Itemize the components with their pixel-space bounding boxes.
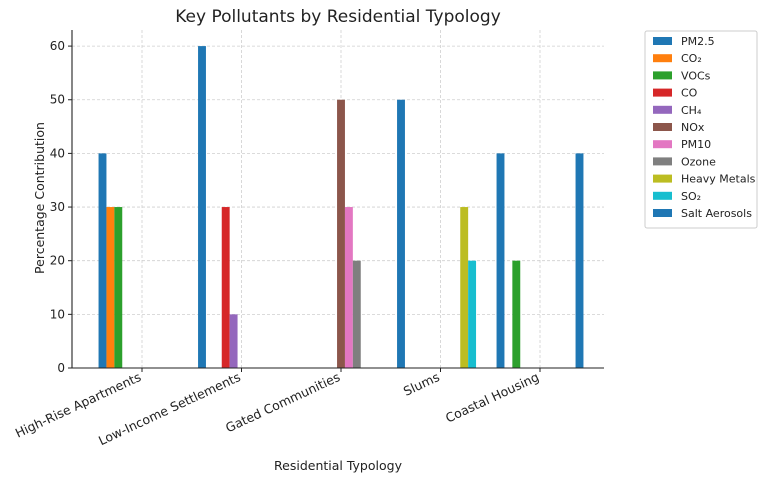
x-tick-label: Coastal Housing xyxy=(443,369,541,425)
y-ticks: 0 10 20 30 40 50 60 xyxy=(50,39,72,375)
legend-box xyxy=(644,30,758,229)
bar-vocs-4 xyxy=(512,260,521,368)
legend-label: NOx xyxy=(681,121,705,134)
bar-salt-aerosols-4 xyxy=(575,153,584,368)
y-tick-label: 60 xyxy=(50,39,65,53)
legend-label: Heavy Metals xyxy=(681,173,756,186)
legend-swatch xyxy=(653,123,672,131)
bar-nox-2 xyxy=(337,99,345,368)
legend-swatch xyxy=(653,37,672,45)
legend-label: Salt Aerosols xyxy=(681,207,752,220)
bar-pm2-5-3 xyxy=(397,99,405,368)
bar-pm10-2 xyxy=(344,207,353,368)
x-axis-label: Residential Typology xyxy=(274,458,403,473)
legend-swatch xyxy=(653,209,672,217)
bars xyxy=(98,46,584,368)
bar-co-1 xyxy=(221,207,230,368)
bar-pm2-5-0 xyxy=(98,153,107,368)
legend-swatch xyxy=(653,140,672,149)
legend-label: CO xyxy=(681,87,698,100)
bar-ch--1 xyxy=(229,314,238,368)
legend-swatch xyxy=(653,157,672,166)
x-tick-label: Slums xyxy=(401,369,442,399)
legend-swatch xyxy=(653,71,672,80)
y-tick-label: 40 xyxy=(50,146,65,160)
y-tick-label: 0 xyxy=(57,361,65,375)
y-tick-label: 20 xyxy=(50,254,65,268)
legend-swatch xyxy=(653,105,672,114)
y-axis-label: Percentage Contribution xyxy=(32,122,47,274)
bar-pm2-5-1 xyxy=(198,46,206,368)
legend-label: CO₂ xyxy=(681,52,702,65)
chart-title: Key Pollutants by Residential Typology xyxy=(175,7,501,27)
legend-label: Ozone xyxy=(681,155,716,168)
y-tick-label: 10 xyxy=(50,307,65,321)
legend: PM2.5 CO₂ VOCs CO CH₄ NOx PM10 Ozone Heavy Metal… xyxy=(644,30,758,229)
legend-swatch xyxy=(653,88,672,97)
bar-pm2-5-4 xyxy=(496,153,505,368)
y-tick-label: 50 xyxy=(50,93,65,107)
bar-ozone-2 xyxy=(352,260,361,368)
legend-label: PM2.5 xyxy=(681,35,715,48)
legend-label: PM10 xyxy=(681,138,711,151)
legend-label: VOCs xyxy=(681,69,711,82)
bar-heavy-metals-3 xyxy=(460,207,469,368)
bar-vocs-0 xyxy=(114,207,123,368)
legend-swatch xyxy=(653,174,672,183)
legend-label: CH₄ xyxy=(681,104,702,117)
legend-label: SO₂ xyxy=(681,190,701,203)
y-tick-label: 30 xyxy=(50,200,65,214)
legend-swatch xyxy=(653,191,672,200)
bar-so--3 xyxy=(468,260,477,368)
bar-co--0 xyxy=(106,207,115,368)
legend-swatch xyxy=(653,54,672,63)
